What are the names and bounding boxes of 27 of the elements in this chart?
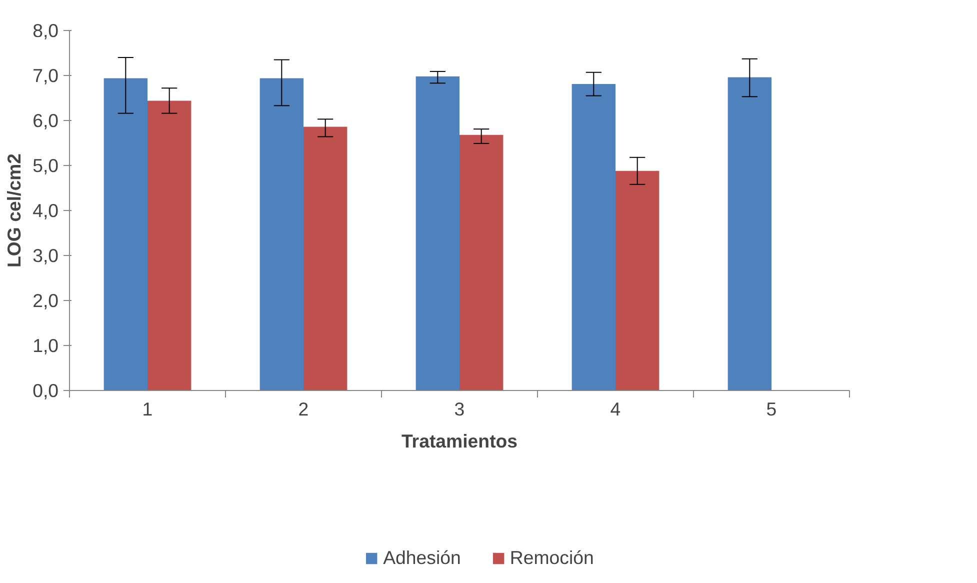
bar: [104, 78, 148, 390]
y-tick-label: 5,0: [32, 155, 59, 176]
bar: [416, 76, 460, 390]
y-axis-title: LOG cel/cm2: [4, 153, 25, 268]
y-tick-label: 4,0: [32, 200, 59, 221]
legend-label: Adhesión: [383, 547, 461, 569]
y-tick-label: 0,0: [32, 380, 59, 401]
y-tick-label: 1,0: [32, 335, 59, 356]
y-tick-label: 6,0: [32, 110, 59, 131]
y-tick-label: 2,0: [32, 290, 59, 311]
bar: [572, 84, 616, 390]
x-tick-label: 3: [454, 398, 465, 420]
bar: [728, 77, 772, 390]
bar: [148, 100, 192, 390]
x-tick-label: 4: [610, 398, 621, 420]
x-tick-label: 2: [298, 398, 309, 420]
bar: [304, 126, 348, 390]
y-tick-label: 8,0: [32, 20, 59, 41]
bar: [260, 78, 304, 390]
y-tick-label: 7,0: [32, 65, 59, 86]
x-axis-title: Tratamientos: [401, 430, 518, 452]
bar: [460, 134, 504, 390]
legend-label: Remoción: [510, 547, 594, 569]
bar: [616, 170, 660, 390]
y-tick-label: 3,0: [32, 245, 59, 266]
x-tick-label: 5: [766, 398, 777, 420]
x-tick-label: 1: [142, 398, 153, 420]
